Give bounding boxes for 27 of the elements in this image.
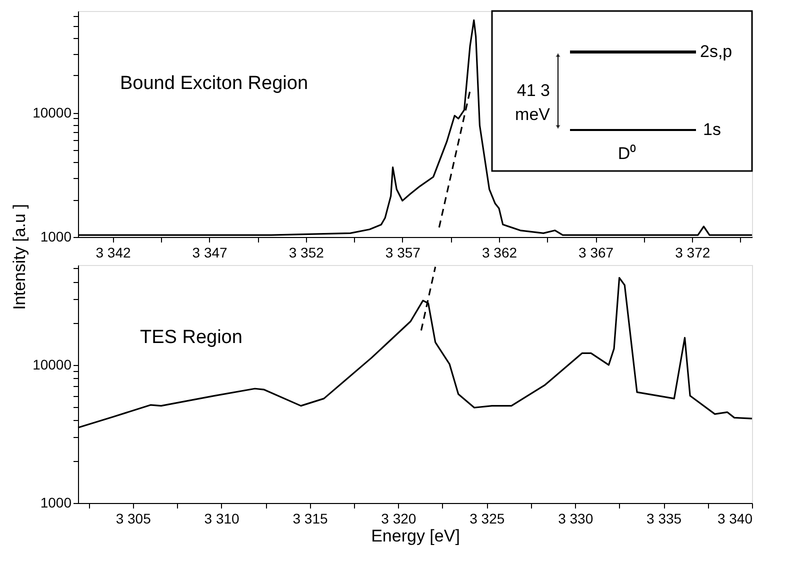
annotation: Bound Exciton Region bbox=[120, 73, 308, 94]
x-tick-label: 3 315 bbox=[292, 510, 328, 526]
x-tick-label: 3 325 bbox=[470, 510, 505, 526]
annotation: TES Region bbox=[140, 327, 242, 348]
y-tick-label: 10000 bbox=[32, 356, 72, 372]
y-tick-label: 1000 bbox=[40, 494, 72, 510]
annotation: 2s,p bbox=[700, 42, 732, 61]
x-tick-label: 3 342 bbox=[96, 244, 131, 260]
x-tick-label: 3 352 bbox=[288, 244, 324, 260]
x-tick-label: 3 335 bbox=[646, 510, 682, 526]
x-tick-label: 3 330 bbox=[558, 510, 594, 526]
x-tick-label: 3 362 bbox=[482, 244, 518, 260]
y-tick-label: 10000 bbox=[32, 104, 72, 120]
x-axis-title: Energy [eV] bbox=[371, 526, 460, 546]
x-tick-label: 3 320 bbox=[381, 510, 416, 526]
x-tick-label: 3 357 bbox=[385, 244, 421, 260]
y-tick-label: 1000 bbox=[40, 228, 72, 244]
x-tick-label: 3 372 bbox=[675, 244, 710, 260]
x-tick-label: 3 305 bbox=[116, 510, 152, 526]
x-tick-label: 3 340 bbox=[717, 510, 753, 526]
x-tick-label: 3 367 bbox=[578, 244, 614, 260]
annotation: 1s bbox=[703, 120, 721, 139]
y-axis-title: Intensity [a.u ] bbox=[10, 204, 29, 310]
x-tick-label: 3 310 bbox=[204, 510, 240, 526]
annotation: D⁰ bbox=[618, 144, 636, 163]
annotation: 41 3 meV bbox=[515, 81, 551, 124]
x-tick-label: 3 347 bbox=[192, 244, 228, 260]
